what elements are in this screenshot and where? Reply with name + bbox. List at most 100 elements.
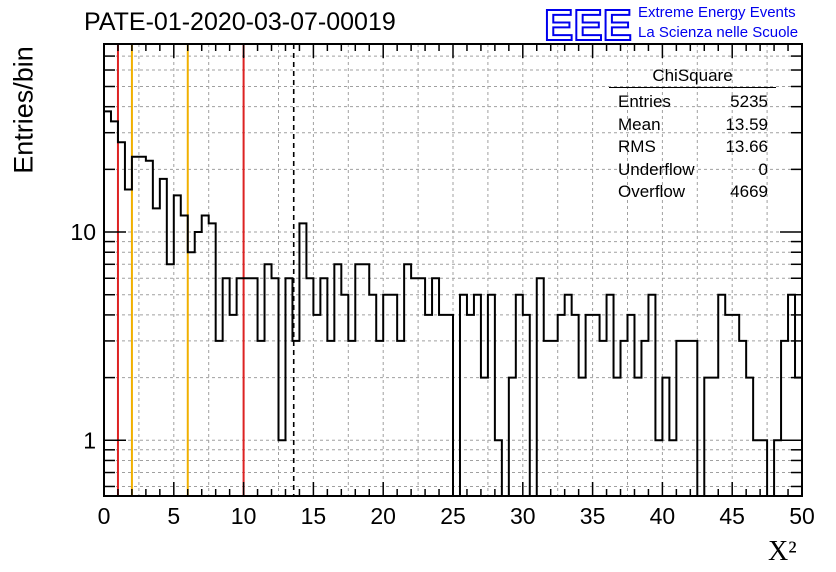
- stats-label: Overflow: [618, 182, 686, 201]
- histogram-bin: [634, 378, 641, 496]
- y-tick-label: 10: [70, 219, 96, 245]
- x-tick-label: 25: [440, 503, 466, 529]
- x-tick-label: 45: [719, 503, 745, 529]
- stats-row: Overflow 4669: [612, 181, 776, 204]
- histogram-bin: [244, 278, 251, 496]
- histogram-bin: [362, 264, 369, 496]
- histogram-bin: [369, 295, 376, 496]
- histogram-bin: [746, 378, 753, 496]
- histogram-bin: [439, 315, 446, 496]
- histogram-bin: [160, 179, 167, 496]
- histogram-bin: [579, 378, 586, 496]
- histogram-bin: [139, 157, 146, 496]
- x-axis-label: X²: [768, 536, 797, 567]
- histogram-series: [104, 110, 802, 497]
- x-tick-label: 15: [301, 503, 327, 529]
- logo-line-2: La Scienza nelle Scuole: [638, 24, 799, 41]
- eee-logo: EEE: [543, 2, 633, 44]
- histogram-bin: [341, 295, 348, 496]
- histogram-bin: [446, 315, 453, 496]
- histogram-bin: [390, 295, 397, 496]
- histogram-bin: [488, 295, 495, 496]
- histogram-bin: [558, 315, 565, 496]
- histogram-bin: [265, 264, 272, 496]
- x-tick-label: 20: [370, 503, 396, 529]
- stats-value: 13.59: [725, 114, 768, 134]
- stats-label: Mean: [618, 114, 661, 134]
- stats-value: 4669: [730, 182, 768, 201]
- histogram-bin: [167, 264, 174, 496]
- stats-box: ChiSquare Entries 5235 Mean 13.59 RMS 13.66…: [609, 66, 776, 204]
- x-tick-label: 50: [789, 503, 815, 529]
- histogram-bin: [628, 315, 635, 496]
- histogram-bin: [474, 295, 481, 496]
- x-tick-label: 30: [510, 503, 536, 529]
- histogram-bin: [132, 157, 139, 496]
- histogram-bin: [411, 278, 418, 496]
- histogram-bin: [404, 264, 411, 496]
- histogram-bin: [153, 208, 160, 496]
- histogram-bin: [146, 161, 153, 496]
- stats-label: Underflow: [618, 159, 695, 179]
- histogram-bin: [460, 295, 467, 496]
- x-tick-label: 10: [231, 503, 257, 529]
- histogram-bin: [181, 216, 188, 496]
- histogram-bin: [725, 315, 732, 496]
- histogram-bin: [383, 295, 390, 496]
- x-tick-label: 5: [167, 503, 180, 529]
- stats-row: RMS 13.66: [612, 136, 776, 159]
- stats-title: ChiSquare: [609, 66, 776, 88]
- x-tick-label: 40: [650, 503, 676, 529]
- histogram-bin: [718, 295, 725, 496]
- histogram-bin: [195, 232, 202, 496]
- histogram-bin: [669, 440, 676, 496]
- histogram-bin: [285, 278, 292, 496]
- histogram-bin: [648, 295, 655, 496]
- histogram-bin: [774, 440, 781, 496]
- histogram-bin: [202, 216, 209, 496]
- histogram-bin: [432, 278, 439, 496]
- histogram-bin: [279, 440, 286, 496]
- run-title: PATE-01-2020-03-07-00019: [84, 8, 396, 36]
- histogram-bin: [704, 378, 711, 496]
- histogram-bin: [662, 378, 669, 496]
- histogram-bin: [655, 440, 662, 496]
- histogram-bin: [711, 378, 718, 496]
- histogram-bin: [425, 315, 432, 496]
- histogram-bin: [334, 264, 341, 496]
- histogram-bin: [516, 295, 523, 496]
- eee-logo-text: EEE: [544, 2, 632, 44]
- histogram-bin: [355, 264, 362, 496]
- histogram-bin: [795, 378, 802, 496]
- histogram-bin: [565, 295, 572, 496]
- histogram-bin: [223, 278, 230, 496]
- histogram-bin: [509, 378, 516, 496]
- histogram-bin: [306, 278, 313, 496]
- stats-label: Entries: [618, 92, 671, 111]
- histogram-bin: [188, 252, 195, 496]
- histogram-bin: [788, 295, 795, 496]
- histogram-bin: [118, 142, 125, 496]
- histogram-bin: [272, 278, 279, 496]
- histogram-bin: [174, 195, 181, 496]
- histogram-bin: [572, 315, 579, 496]
- histogram-bin: [607, 295, 614, 496]
- histogram-bin: [614, 378, 621, 496]
- stats-label: RMS: [618, 137, 656, 156]
- y-axis-label: Entries/bin: [8, 46, 39, 174]
- histogram-bin: [418, 278, 425, 496]
- stats-value: 5235: [730, 92, 768, 111]
- histogram-bin: [760, 440, 767, 496]
- x-tick-label: 0: [98, 503, 111, 529]
- histogram-bin: [495, 440, 502, 496]
- histogram-bin: [230, 315, 237, 496]
- histogram-bin: [523, 315, 530, 496]
- histogram-bin: [586, 315, 593, 496]
- histogram-bin: [251, 278, 258, 496]
- histogram-bin: [481, 378, 488, 496]
- stats-value: 13.66: [725, 137, 768, 156]
- stats-row: Mean 13.59: [612, 114, 776, 137]
- histogram-bin: [467, 315, 474, 496]
- histogram-bin: [313, 315, 320, 496]
